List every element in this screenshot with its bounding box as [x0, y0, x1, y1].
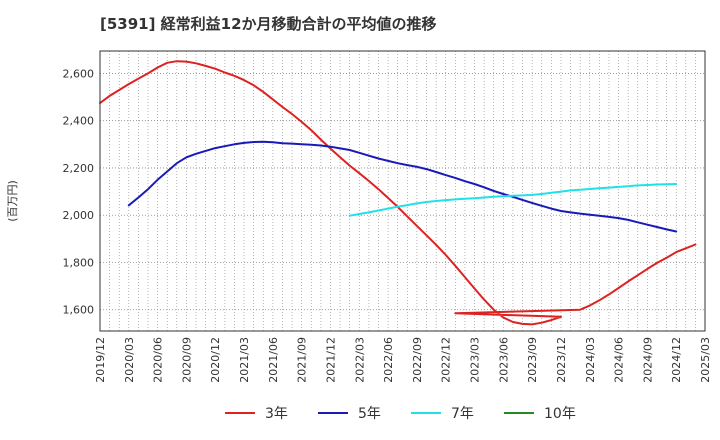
x-tick-label: 2022/03	[353, 337, 366, 383]
y-tick-label: 1,800	[63, 256, 95, 269]
x-tick-label: 2021/09	[296, 337, 309, 383]
x-tick-label: 2020/03	[123, 337, 136, 383]
x-tick-label: 2023/09	[526, 337, 539, 383]
legend-label: 7年	[451, 406, 474, 422]
x-tick-label: 2021/12	[324, 337, 337, 383]
legend: 3年 5年 7年 10年	[225, 406, 576, 422]
x-tick-label: 2024/09	[641, 337, 654, 383]
x-tick-label: 2023/06	[497, 337, 510, 383]
x-tick-label: 2024/12	[670, 337, 683, 383]
y-axis-ticks: 1,600 1,800 2,000 2,200 2,400 2,600	[63, 67, 95, 316]
series-lines	[99, 60, 697, 326]
x-tick-label: 2023/03	[469, 337, 482, 383]
x-tick-label: 2022/06	[382, 337, 395, 383]
x-tick-label: 2021/06	[267, 337, 280, 383]
y-tick-label: 2,400	[63, 115, 95, 128]
x-axis-ticks: 2019/12 2020/03 2020/06 2020/09 2020/12 2021/…	[94, 337, 712, 383]
x-tick-label: 2023/12	[555, 337, 568, 383]
x-tick-label: 2019/12	[94, 337, 107, 383]
y-axis-label: (百万円)	[6, 180, 19, 222]
x-tick-label: 2020/12	[209, 337, 222, 383]
x-tick-label: 2020/06	[152, 337, 165, 383]
y-tick-label: 2,000	[63, 209, 95, 222]
y-tick-label: 2,600	[63, 67, 95, 80]
grid	[100, 51, 705, 331]
x-tick-label: 2024/03	[584, 337, 597, 383]
legend-label: 10年	[544, 406, 576, 422]
x-tick-label: 2024/06	[613, 337, 626, 383]
series-line-5年	[127, 140, 678, 233]
y-tick-label: 2,200	[63, 162, 95, 175]
x-tick-label: 2020/09	[180, 337, 193, 383]
x-tick-label: 2022/09	[411, 337, 424, 383]
legend-label: 3年	[265, 406, 288, 422]
x-tick-label: 2021/03	[238, 337, 251, 383]
x-tick-label: 2025/03	[699, 337, 712, 383]
series-line-7年	[348, 183, 678, 217]
legend-label: 5年	[358, 406, 381, 422]
x-tick-label: 2022/12	[440, 337, 453, 383]
plot-area-frame	[99, 50, 706, 332]
chart-title: [5391] 経常利益12か月移動合計の平均値の推移	[100, 15, 437, 33]
y-tick-label: 1,600	[63, 304, 95, 317]
